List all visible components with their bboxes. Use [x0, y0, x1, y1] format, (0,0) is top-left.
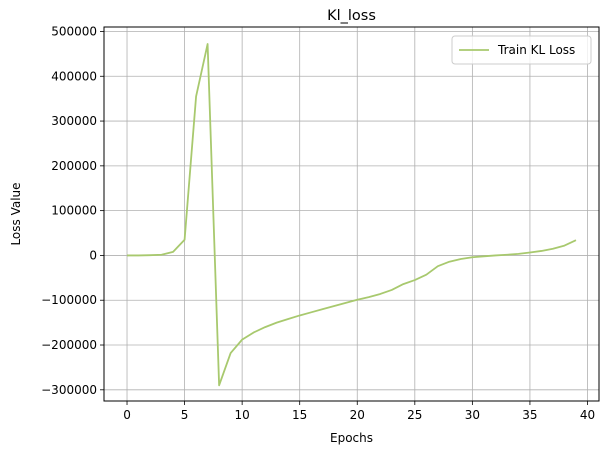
chart-title: Kl_loss — [327, 8, 376, 24]
x-tick-label: 15 — [292, 408, 307, 422]
ticks: 0 5 10 15 20 25 30 35 40 −300000 −200000 −100000 0 10… — [41, 24, 595, 422]
y-tick-label: 500000 — [51, 24, 97, 38]
y-tick-label: 400000 — [51, 69, 97, 83]
x-tick-label: 5 — [181, 408, 189, 422]
y-tick-label: 0 — [89, 248, 97, 262]
y-axis-label: Loss Value — [9, 182, 23, 245]
x-tick-label: 10 — [234, 408, 249, 422]
grid — [104, 27, 599, 401]
x-tick-label: 30 — [465, 408, 480, 422]
y-tick-label: −300000 — [41, 383, 97, 397]
legend: Train KL Loss — [451, 35, 592, 65]
x-tick-label: 25 — [407, 408, 422, 422]
y-tick-label: 300000 — [51, 114, 97, 128]
y-tick-label: 200000 — [51, 159, 97, 173]
series-layer — [127, 43, 577, 387]
x-tick-label: 20 — [350, 408, 365, 422]
plot-frame — [103, 26, 600, 402]
legend-entry-train-kl-loss: Train KL Loss — [497, 43, 575, 57]
x-tick-label: 35 — [522, 408, 537, 422]
x-tick-label: 40 — [580, 408, 595, 422]
x-tick-label: 0 — [123, 408, 131, 422]
series-line-0 — [127, 43, 577, 387]
y-tick-label: 100000 — [51, 204, 97, 218]
x-axis-label: Epochs — [330, 431, 373, 445]
legend-box — [451, 35, 592, 65]
y-tick-label: −200000 — [41, 338, 97, 352]
y-tick-label: −100000 — [41, 293, 97, 307]
